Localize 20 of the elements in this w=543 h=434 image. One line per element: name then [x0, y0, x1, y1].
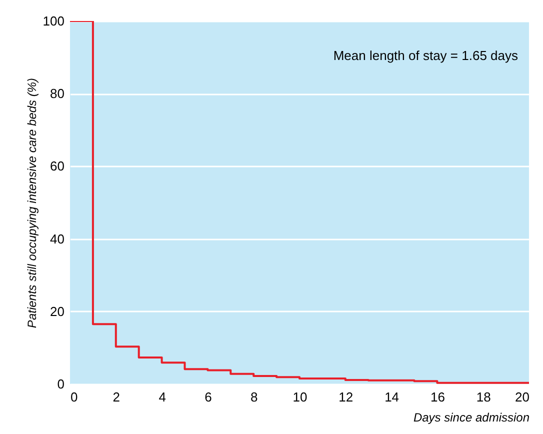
- y-tick-label: 100: [42, 14, 64, 28]
- x-tick-label: 12: [338, 390, 354, 404]
- y-tick-label: 20: [50, 304, 64, 319]
- y-tick-label: 0: [57, 376, 64, 392]
- x-tick-label: 2: [112, 390, 120, 404]
- x-tick-label: 20: [515, 390, 530, 404]
- x-tick-label: 18: [476, 390, 491, 404]
- y-tick-label: 60: [50, 158, 64, 174]
- annotation: Mean length of stay = 1.65 days: [333, 48, 518, 63]
- x-tick-label: 16: [430, 390, 445, 404]
- x-tick-label: 4: [158, 390, 166, 404]
- x-axis-title: Days since admission: [413, 410, 530, 424]
- x-tick-label: 0: [70, 390, 78, 404]
- y-tick-label: 80: [50, 86, 64, 102]
- x-tick-label: 14: [384, 390, 400, 404]
- x-tick-label: 8: [250, 390, 258, 404]
- y-tick-label: 40: [50, 231, 64, 246]
- x-tick-label: 10: [292, 390, 308, 404]
- x-tick-label: 6: [204, 390, 212, 404]
- y-axis-title: Patients still occupying intensive care beds (%): [24, 78, 39, 328]
